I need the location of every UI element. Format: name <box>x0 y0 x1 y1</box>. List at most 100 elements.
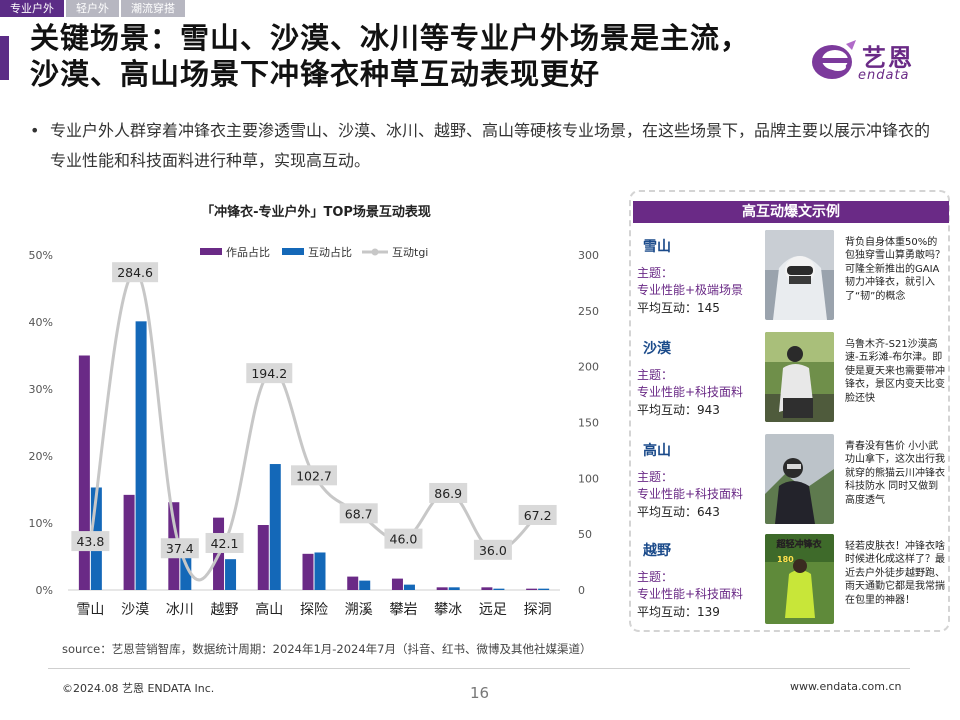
bar-works <box>391 578 403 590</box>
bar-interaction <box>403 584 415 590</box>
y-right-tick-label: 100 <box>578 472 599 485</box>
bullet-text: 专业户外人群穿着冲锋衣主要渗透雪山、沙漠、冰川、越野、高山等硬核专业场景，在这些… <box>50 121 931 170</box>
page-number: 16 <box>470 684 490 702</box>
example-panel-header: 高互动爆文示例 <box>633 201 949 223</box>
example-card-high-mountain[interactable]: 高山 主题： 专业性能+科技面料 平均互动：643 青春没有售价 小小武功山拿下… <box>637 434 947 538</box>
endata-logo: 艺恩 endata <box>808 32 933 86</box>
tgi-data-label: 46.0 <box>390 532 418 547</box>
x-tick-label: 远足 <box>479 602 507 618</box>
tgi-label-bg <box>339 503 378 524</box>
example-theme: 专业性能+极端场景 <box>637 283 744 297</box>
tgi-label-bg <box>112 262 159 283</box>
chart-title: 「冲锋衣-专业户外」TOP场景互动表现 <box>201 204 431 220</box>
tgi-data-label: 43.8 <box>76 534 104 549</box>
tab-pro-outdoor[interactable]: 专业户外 <box>0 0 64 17</box>
tgi-label-bg <box>246 363 293 384</box>
bar-works <box>257 525 269 590</box>
y-left-tick-label: 50% <box>29 249 53 262</box>
x-tick-label: 沙漠 <box>121 602 149 618</box>
example-panel <box>629 190 950 632</box>
legend-swatch-works <box>200 248 222 255</box>
logo-text-cn: 艺恩 <box>862 44 914 72</box>
example-card-desert[interactable]: 沙漠 主题： 专业性能+科技面料 平均互动：943 乌鲁木齐-S21沙漠高速-五… <box>637 332 947 436</box>
bar-works <box>481 587 493 590</box>
example-name: 越野 <box>643 543 671 559</box>
bar-interaction <box>538 588 550 590</box>
tgi-data-label: 36.0 <box>479 543 507 558</box>
y-right-tick-label: 150 <box>578 417 599 430</box>
example-photo: 超轻冲锋衣 180 <box>765 534 834 624</box>
x-tick-label: 探洞 <box>524 602 552 618</box>
x-tick-label: 雪山 <box>76 602 104 618</box>
example-name: 沙漠 <box>643 341 671 357</box>
bar-interaction <box>493 588 505 590</box>
tgi-data-label: 42.1 <box>211 536 239 551</box>
tgi-data-label: 86.9 <box>434 486 462 501</box>
example-name: 高山 <box>643 443 671 459</box>
tgi-label-bg <box>384 528 423 549</box>
example-card-offroad[interactable]: 越野 主题： 专业性能+科技面料 平均互动：139 超轻冲锋衣 180 轻若皮肤… <box>637 534 947 638</box>
y-left-tick-label: 20% <box>29 450 53 463</box>
bar-works <box>526 588 538 590</box>
bar-interaction <box>225 559 237 590</box>
tgi-label-bg <box>291 465 337 486</box>
bullet-dot: • <box>30 121 40 140</box>
example-photo <box>765 434 834 524</box>
tgi-label-bg <box>429 482 468 503</box>
tgi-data-label: 284.6 <box>117 265 153 280</box>
tgi-label-bg <box>473 539 512 560</box>
y-left-tick-label: 10% <box>29 517 53 530</box>
legend-label-interaction: 互动占比 <box>308 245 352 259</box>
example-avg-interaction: 平均互动：139 <box>637 605 720 619</box>
tgi-label-bg <box>518 504 557 525</box>
bar-works <box>347 576 359 590</box>
endata-logo-mark-icon <box>812 40 856 79</box>
legend-label-tgi: 互动tgi <box>392 246 428 259</box>
bar-interaction <box>448 587 460 590</box>
example-card-snow-mountain[interactable]: 雪山 主题： 专业性能+极端场景 平均互动：145 背负自身体重50%的包独穿雪… <box>637 230 947 334</box>
bar-interaction <box>314 552 326 590</box>
tgi-data-label: 37.4 <box>166 541 194 556</box>
top-tabs: 专业户外 轻户外 潮流穿搭 <box>0 0 187 17</box>
y-right-tick-label: 200 <box>578 361 599 374</box>
tgi-label-bg <box>71 531 110 552</box>
example-description: 乌鲁木齐-S21沙漠高速-五彩滩-布尔津。即使是夏天来也需要带冲锋衣，景区内变天… <box>845 339 945 404</box>
example-theme-label: 主题： <box>637 266 674 280</box>
example-photo <box>765 332 834 422</box>
example-theme: 专业性能+科技面料 <box>637 487 744 501</box>
tab-trend-outfit[interactable]: 潮流穿搭 <box>121 0 185 17</box>
example-photo <box>765 230 834 320</box>
title-accent-bar <box>0 36 9 80</box>
y-right-tick-label: 250 <box>578 305 599 318</box>
bar-interaction <box>269 464 281 590</box>
tgi-label-bg <box>160 538 199 559</box>
x-tick-label: 越野 <box>211 602 239 618</box>
y-right-tick-label: 50 <box>578 528 592 541</box>
bar-works <box>123 494 135 590</box>
y-left-tick-label: 40% <box>29 316 53 329</box>
tgi-data-label: 68.7 <box>345 506 373 521</box>
x-tick-label: 溯溪 <box>345 602 373 618</box>
example-description: 轻若皮肤衣！冲锋衣啥时候进化成这样了？最近去户外徒步越野跑、雨天通勤它都是我常揣… <box>845 541 945 606</box>
bar-interaction <box>135 321 147 590</box>
tgi-label-bg <box>205 532 244 553</box>
y-left-tick-label: 0% <box>36 584 53 597</box>
example-theme: 专业性能+科技面料 <box>637 385 744 399</box>
example-theme-label: 主题： <box>637 470 674 484</box>
example-theme-label: 主题： <box>637 570 674 584</box>
x-tick-label: 高山 <box>255 601 283 618</box>
tab-light-outdoor[interactable]: 轻户外 <box>66 0 119 17</box>
x-tick-label: 探险 <box>300 602 328 618</box>
page-title: 关键场景：雪山、沙漠、冰川等专业户外场景是主流， 沙漠、高山场景下冲锋衣种草互动… <box>30 20 750 92</box>
bar-interaction <box>359 580 371 590</box>
footer-website[interactable]: www.endata.com.cn <box>790 680 902 693</box>
example-description: 青春没有售价 小小武功山拿下，这次出行我就穿的熊猫云川冲锋衣 科技防水 同时又做… <box>845 441 945 506</box>
example-avg-interaction: 平均互动：943 <box>637 403 720 417</box>
footer-copyright: ©2024.08 艺恩 ENDATA Inc. <box>62 682 215 695</box>
footer-divider <box>48 668 910 669</box>
x-tick-label: 冰川 <box>166 602 194 618</box>
x-tick-label: 攀岩 <box>389 602 417 618</box>
page-title-line2: 沙漠、高山场景下冲锋衣种草互动表现更好 <box>30 57 601 91</box>
page-title-line1: 关键场景：雪山、沙漠、冰川等专业户外场景是主流， <box>30 21 751 55</box>
